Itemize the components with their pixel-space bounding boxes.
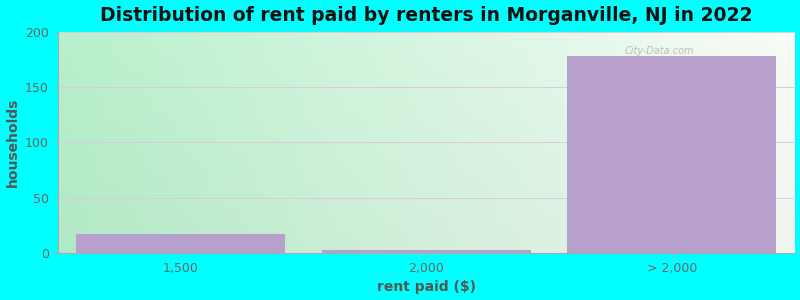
Text: City-Data.com: City-Data.com xyxy=(625,46,694,56)
Bar xyxy=(567,56,776,253)
X-axis label: rent paid ($): rent paid ($) xyxy=(377,280,476,294)
Bar xyxy=(322,250,530,253)
Y-axis label: households: households xyxy=(6,98,19,187)
Title: Distribution of rent paid by renters in Morganville, NJ in 2022: Distribution of rent paid by renters in … xyxy=(100,6,753,25)
Bar xyxy=(77,234,285,253)
